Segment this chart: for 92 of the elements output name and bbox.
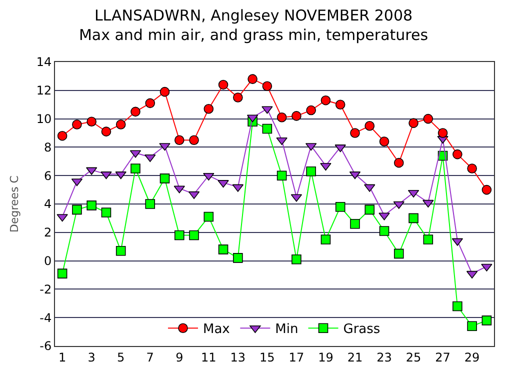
point bbox=[218, 244, 228, 254]
point bbox=[335, 202, 346, 212]
point bbox=[204, 104, 214, 114]
point bbox=[423, 114, 434, 124]
point bbox=[320, 95, 331, 106]
y-tick-label: -6 bbox=[40, 339, 52, 354]
legend-label: Min bbox=[275, 322, 298, 338]
y-tick-label: 6 bbox=[44, 168, 52, 183]
point bbox=[292, 111, 302, 121]
chart-title: LLANSADWRN, Anglesey NOVEMBER 2008 bbox=[94, 6, 413, 25]
point bbox=[233, 92, 243, 102]
y-tick-label: 14 bbox=[36, 55, 52, 70]
point bbox=[233, 253, 243, 263]
point bbox=[408, 118, 418, 128]
point bbox=[57, 130, 68, 141]
y-tick-label: 4 bbox=[44, 197, 52, 212]
point bbox=[130, 106, 140, 117]
point bbox=[364, 204, 375, 215]
point bbox=[262, 81, 272, 92]
point bbox=[482, 184, 492, 195]
point bbox=[144, 154, 156, 162]
point bbox=[72, 120, 82, 130]
point bbox=[452, 149, 462, 160]
point bbox=[189, 230, 199, 240]
point bbox=[394, 248, 404, 259]
point bbox=[292, 254, 302, 264]
point bbox=[276, 112, 287, 122]
x-tick-label: 27 bbox=[435, 350, 450, 364]
x-tick-label: 29 bbox=[464, 350, 480, 364]
point bbox=[160, 174, 170, 184]
y-tick-label: 10 bbox=[36, 112, 52, 126]
point bbox=[408, 213, 418, 224]
point bbox=[116, 246, 126, 256]
point bbox=[101, 208, 112, 218]
x-tick-label: 11 bbox=[201, 350, 216, 364]
y-tick-label: 2 bbox=[44, 226, 52, 240]
y-tick-label: -2 bbox=[40, 282, 52, 296]
point bbox=[394, 158, 404, 168]
point bbox=[482, 316, 492, 326]
point bbox=[350, 128, 360, 138]
x-tick-label: 9 bbox=[176, 350, 184, 364]
point bbox=[306, 166, 316, 176]
point bbox=[57, 268, 68, 278]
y-tick-label: 8 bbox=[44, 140, 52, 154]
point bbox=[174, 135, 184, 145]
point bbox=[364, 121, 375, 131]
point bbox=[276, 170, 287, 180]
point bbox=[204, 212, 214, 222]
y-tick-label: -4 bbox=[40, 310, 52, 325]
point bbox=[145, 199, 156, 209]
point bbox=[72, 204, 82, 215]
x-tick-label: 3 bbox=[88, 350, 96, 364]
point bbox=[145, 98, 156, 108]
point bbox=[467, 164, 477, 174]
x-tick-label: 23 bbox=[376, 350, 392, 364]
point bbox=[160, 86, 170, 97]
chart-subtitle: Max and min air, and grass min, temperatures bbox=[78, 26, 428, 44]
point bbox=[116, 120, 126, 130]
x-tick-label: 25 bbox=[406, 350, 422, 364]
x-tick-label: 21 bbox=[347, 350, 363, 364]
point bbox=[218, 80, 228, 90]
x-tick-label: 7 bbox=[146, 350, 154, 364]
point bbox=[86, 116, 96, 127]
point bbox=[452, 301, 462, 312]
x-tick-label: 5 bbox=[117, 350, 125, 364]
point bbox=[423, 234, 434, 244]
point bbox=[189, 135, 199, 145]
point bbox=[350, 218, 360, 229]
x-tick-label: 13 bbox=[230, 350, 246, 364]
x-tick-label: 19 bbox=[318, 350, 334, 364]
point bbox=[306, 105, 316, 116]
point bbox=[130, 164, 140, 174]
point bbox=[438, 128, 448, 138]
point bbox=[174, 230, 184, 240]
point bbox=[408, 190, 420, 198]
y-tick-label: 12 bbox=[36, 84, 52, 98]
point bbox=[379, 226, 390, 236]
point bbox=[101, 126, 112, 136]
point bbox=[320, 234, 331, 244]
x-tick-label: 17 bbox=[288, 350, 304, 364]
legend-label: Grass bbox=[343, 322, 380, 338]
point bbox=[262, 124, 272, 134]
point bbox=[379, 136, 390, 146]
x-tick-label: 1 bbox=[58, 350, 66, 364]
point bbox=[467, 321, 477, 332]
y-tick-label: 0 bbox=[44, 254, 52, 268]
point bbox=[248, 74, 258, 84]
legend-label: Max bbox=[203, 322, 230, 338]
y-axis-title: Degrees C bbox=[8, 175, 21, 232]
x-tick-label: 15 bbox=[260, 350, 275, 364]
point bbox=[86, 200, 96, 210]
point bbox=[335, 100, 346, 110]
